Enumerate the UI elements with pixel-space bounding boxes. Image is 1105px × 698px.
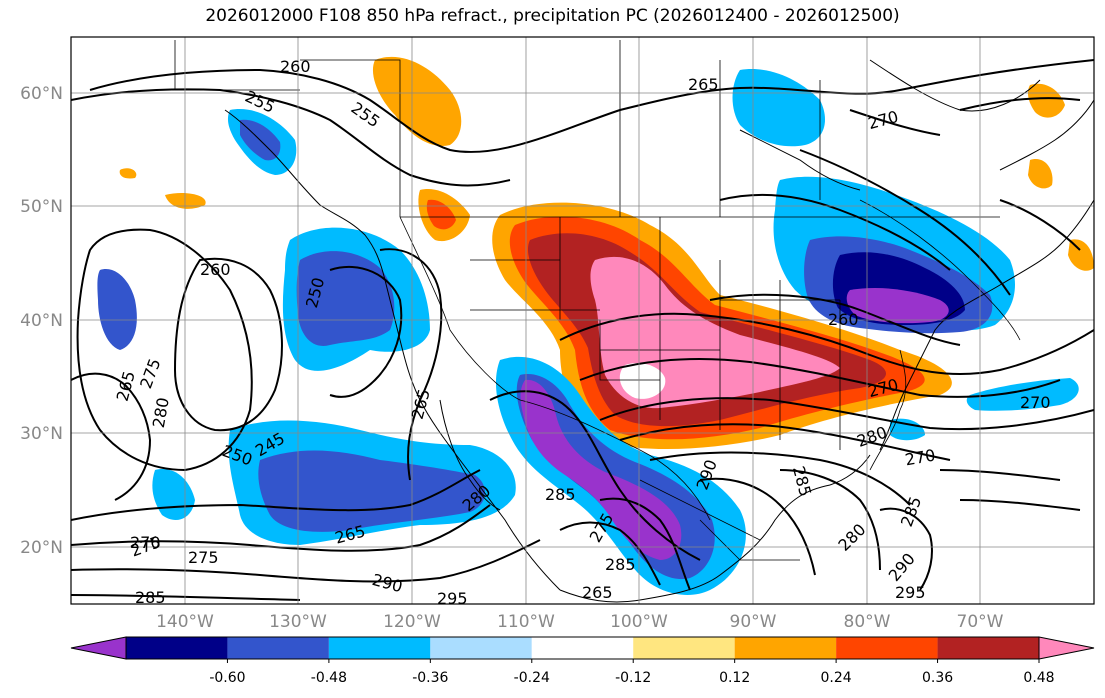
precip-fill-positive xyxy=(119,56,1094,450)
colorbar-tick-label: -0.24 xyxy=(514,670,550,686)
colorbar-segments xyxy=(70,636,1095,660)
colorbar: -0.60 -0.48 -0.36 -0.24 -0.12 0.12 0.24 0.36 0.4… xyxy=(70,636,1095,686)
colorbar-segment xyxy=(227,637,329,659)
lat-label: 60°N xyxy=(20,84,63,104)
contour-label: 275 xyxy=(188,548,219,567)
contour-label: 285 xyxy=(605,555,636,574)
lat-label: 30°N xyxy=(20,424,63,444)
contour-label: 260 xyxy=(200,260,231,279)
colorbar-tick-label: -0.12 xyxy=(615,670,651,686)
colorbar-tick-label: -0.36 xyxy=(412,670,448,686)
contour-label: 295 xyxy=(437,589,468,608)
colorbar-segment xyxy=(836,637,938,659)
gridlines xyxy=(71,37,1094,604)
contour-label: 270 xyxy=(1020,393,1051,412)
colorbar-segment xyxy=(126,637,228,659)
lon-label: 120°W xyxy=(383,612,441,632)
colorbar-segment xyxy=(734,637,837,659)
colorbar-tick-label: -0.48 xyxy=(311,670,347,686)
colorbar-ticks: -0.60 -0.48 -0.36 -0.24 -0.12 0.12 0.24 0.36 0.4… xyxy=(209,659,1055,686)
colorbar-segment xyxy=(1038,636,1095,660)
colorbar-tick-label: 0.12 xyxy=(719,670,750,686)
lon-label: 140°W xyxy=(156,612,214,632)
colorbar-segment xyxy=(937,637,1039,659)
colorbar-tick-label: -0.60 xyxy=(209,670,245,686)
map-frame xyxy=(70,36,1095,605)
contour-label: 265 xyxy=(688,75,719,94)
colorbar-segment xyxy=(70,636,127,660)
contour-label: 265 xyxy=(582,583,613,602)
contour-label: 285 xyxy=(135,588,166,607)
lat-axis: 60°N 50°N 40°N 30°N 20°N xyxy=(20,84,63,558)
contour-label: 270 xyxy=(130,533,161,552)
lon-label: 100°W xyxy=(610,612,668,632)
lat-label: 40°N xyxy=(20,311,63,331)
colorbar-segment xyxy=(328,637,431,659)
lon-label: 80°W xyxy=(844,612,891,632)
coastlines xyxy=(224,59,1094,603)
colorbar-segment xyxy=(531,637,634,659)
lat-label: 20°N xyxy=(20,538,63,558)
lat-label: 50°N xyxy=(20,197,63,217)
colorbar-tick-label: 0.48 xyxy=(1023,670,1054,686)
lon-label: 70°W xyxy=(957,612,1004,632)
map-title: 2026012000 F108 850 hPa refract., precip… xyxy=(205,6,900,26)
contour-label: 260 xyxy=(828,310,859,329)
contour-labels: 260 255 255 265 270 260 250 275 265 280 … xyxy=(113,57,1051,608)
colorbar-segment xyxy=(633,637,735,659)
precip-fill-negative xyxy=(97,69,1079,595)
colorbar-tick-label: 0.36 xyxy=(922,670,953,686)
contour-label: 285 xyxy=(545,485,576,504)
colorbar-segment xyxy=(430,637,532,659)
contour-label: 295 xyxy=(895,583,926,602)
colorbar-tick-label: 0.24 xyxy=(821,670,852,686)
lon-label: 90°W xyxy=(730,612,777,632)
lon-label: 130°W xyxy=(269,612,327,632)
lon-label: 110°W xyxy=(497,612,555,632)
colorbar-outline xyxy=(125,636,1040,660)
contour-label: 260 xyxy=(280,57,311,76)
refractivity-contours xyxy=(71,59,1094,601)
lon-axis: 140°W 130°W 120°W 110°W 100°W 90°W 80°W … xyxy=(156,612,1004,632)
